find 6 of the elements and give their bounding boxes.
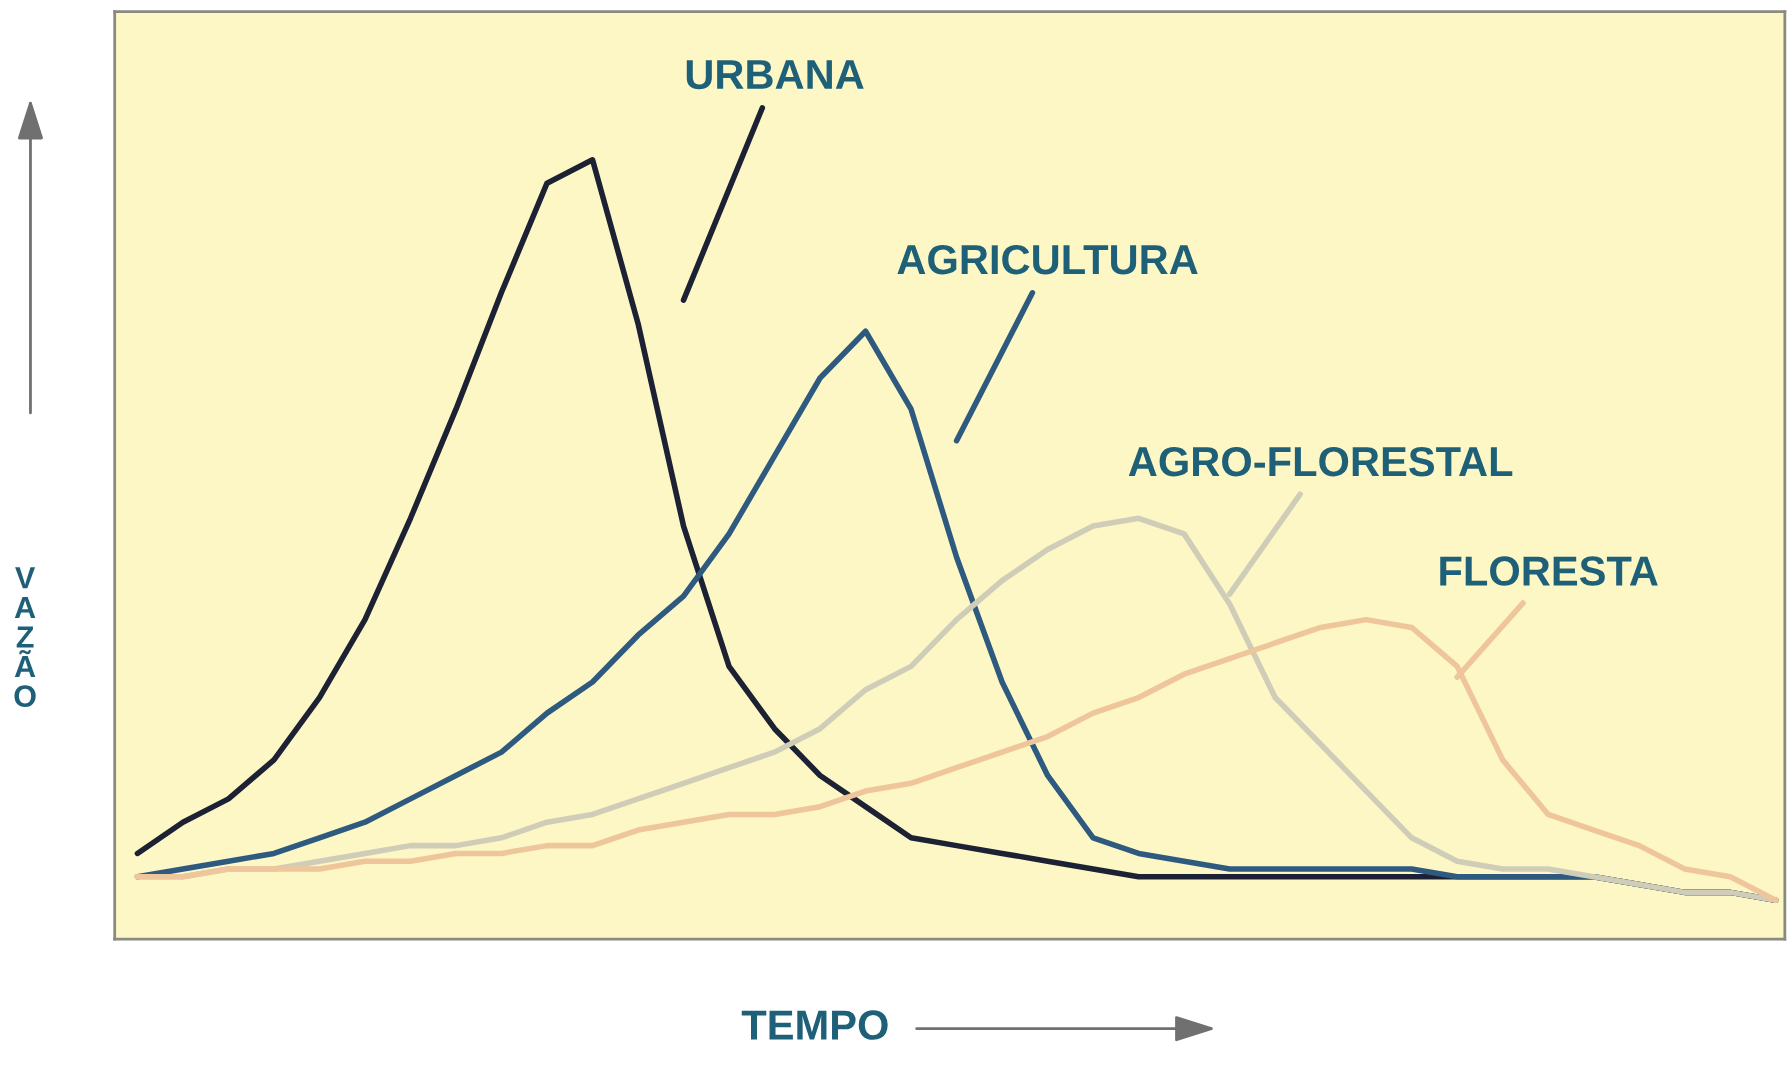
text: URBANA	[686, 60, 864, 90]
y-axis-title: VAZÃO	[14, 567, 36, 707]
series-label: AGRO-FLORESTAL	[1128, 446, 1513, 477]
series-label: FLORESTA	[1440, 556, 1658, 586]
series-label: AGRICULTURA	[897, 244, 1198, 275]
x-axis-title: TEMPO	[741, 1010, 888, 1040]
